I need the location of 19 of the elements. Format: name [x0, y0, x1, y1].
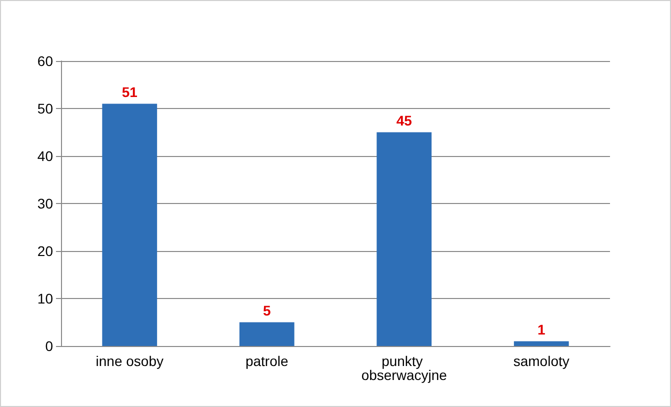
y-tick-label: 20 — [37, 243, 54, 259]
data-label: 1 — [537, 321, 546, 338]
y-tick-label: 40 — [37, 148, 54, 164]
y-tick-label: 10 — [37, 290, 54, 306]
y-tick-label: 60 — [37, 53, 54, 69]
data-label: 5 — [262, 302, 271, 318]
x-tick-label: patrole — [245, 353, 288, 369]
data-label: 45 — [396, 112, 412, 128]
bar — [239, 322, 294, 346]
x-tick-label: inne osoby — [96, 353, 164, 369]
bar — [102, 104, 158, 346]
data-label: 51 — [122, 84, 138, 100]
bar — [514, 341, 569, 346]
y-tick-label: 0 — [45, 338, 54, 354]
y-tick-label: 50 — [37, 100, 54, 116]
x-tick-label: samoloty — [513, 353, 570, 369]
y-tick-label: 30 — [37, 196, 54, 212]
bar — [376, 132, 432, 346]
x-tick-label: punkty obserwacyjne — [361, 353, 448, 383]
